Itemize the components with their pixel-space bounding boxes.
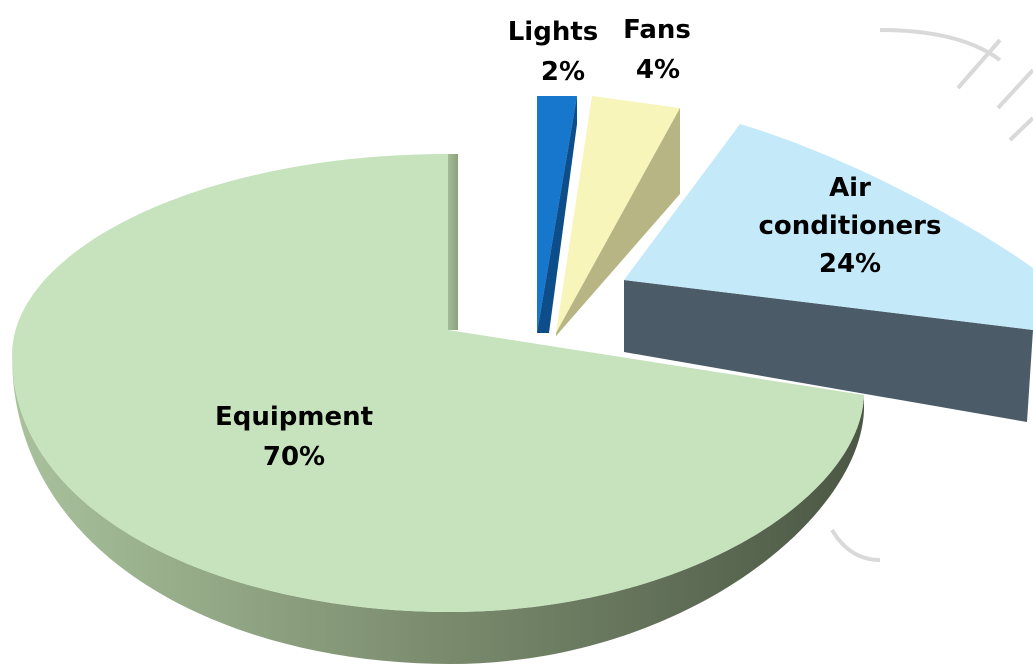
- slice-label-equipment: Equipment: [215, 402, 373, 432]
- slice-label-lights: Lights: [508, 17, 599, 47]
- slice-label-air-conditioners-line2: conditioners: [759, 211, 942, 241]
- watermark: [830, 28, 1033, 562]
- slice-side-lights: [537, 96, 577, 333]
- slice-label-fans: Fans: [623, 15, 691, 45]
- slice-top-fans: [556, 96, 680, 333]
- slice-value-air-conditioners: 24%: [819, 249, 881, 279]
- slice-top-equipment: [12, 154, 864, 612]
- pie-slice-equipment: [12, 154, 864, 664]
- data-labels: Lights 2% Fans 4% Air conditioners 24% E…: [215, 15, 942, 472]
- pie-slice-fans: [556, 96, 680, 336]
- slice-side-fans: [556, 108, 680, 336]
- slice-value-fans: 4%: [636, 55, 680, 85]
- pie-slice-air-conditioners: [624, 124, 1033, 422]
- slice-label-air-conditioners-line1: Air: [829, 173, 871, 203]
- slice-side-air-conditioners: [624, 280, 1033, 422]
- pie-slice-lights: [537, 96, 577, 333]
- slice-value-equipment: 70%: [263, 442, 325, 472]
- slice-top-air-conditioners: [624, 124, 1033, 330]
- slice-side-equipment: [448, 154, 458, 330]
- slice-side-equipment-rim: [12, 355, 864, 664]
- slice-value-lights: 2%: [541, 57, 585, 87]
